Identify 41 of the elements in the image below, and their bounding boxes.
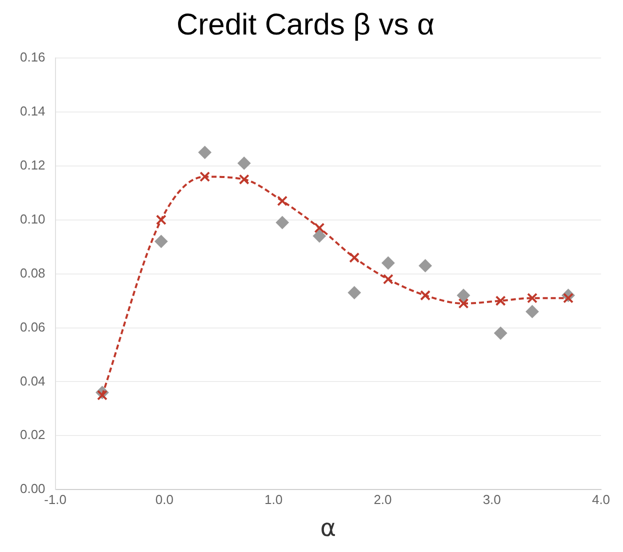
point (495, 296, 506, 306)
point (527, 292, 538, 304)
point (526, 305, 539, 318)
y-tick-label: 0.08 (20, 265, 46, 280)
y-tick-label: 0.04 (20, 373, 46, 388)
point (418, 259, 432, 272)
point (382, 256, 395, 270)
point (312, 230, 326, 243)
point (156, 214, 166, 226)
x-tick-label: -1.0 (44, 492, 67, 507)
point (238, 174, 250, 185)
y-tick-label: 0.02 (20, 427, 46, 442)
point (382, 274, 394, 284)
x-tick-label: 0.0 (155, 492, 174, 507)
point (198, 146, 212, 159)
y-tick-label: 0.14 (20, 104, 46, 119)
y-tick-label: 0.12 (20, 157, 46, 172)
point (277, 196, 288, 206)
point (200, 171, 210, 182)
x-axis-title: α (320, 514, 336, 542)
y-tick-label: 0.16 (20, 50, 46, 65)
chart-title: Credit Cards β vs α (176, 8, 434, 42)
point (458, 298, 469, 309)
y-tick-label: 0.10 (20, 211, 46, 226)
point (420, 290, 431, 301)
point (276, 216, 289, 230)
point (456, 288, 470, 302)
point (563, 292, 574, 304)
y-tick-label: 0.06 (20, 319, 46, 334)
point (349, 252, 360, 263)
x-tick-label: 4.0 (592, 492, 610, 507)
x-tick-label: 3.0 (482, 492, 501, 507)
point (154, 234, 168, 248)
point (314, 222, 325, 234)
x-tick-label: 1.0 (264, 492, 283, 507)
point (348, 286, 361, 300)
point (494, 326, 508, 340)
point (238, 156, 251, 170)
point (96, 390, 108, 400)
x-tick-label: 2.0 (374, 492, 392, 507)
y-tick-label: 0.00 (20, 481, 46, 496)
